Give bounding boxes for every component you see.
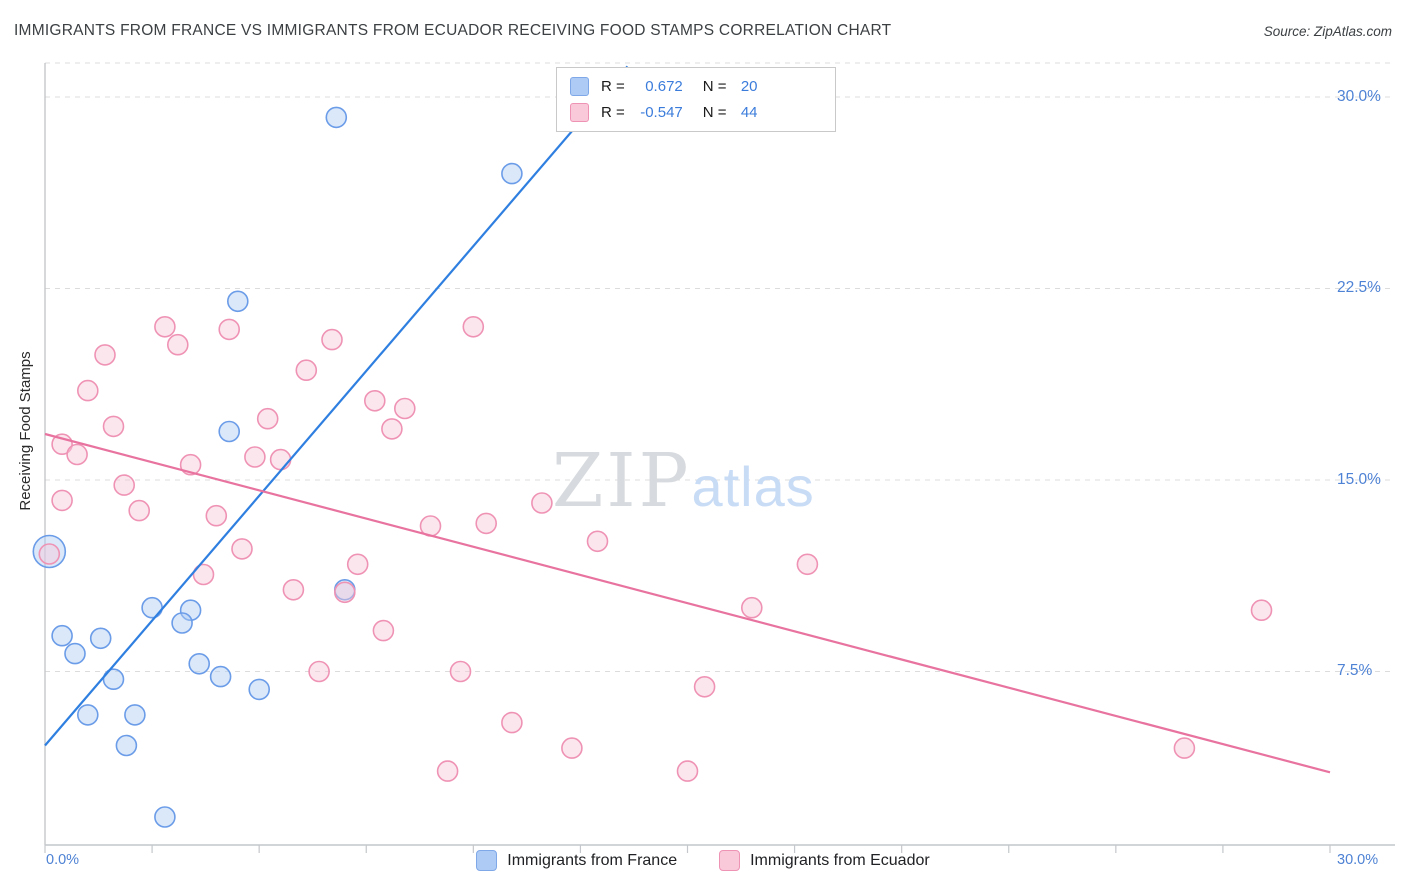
scatter-point-ecuador	[269, 448, 292, 471]
scatter-point-ecuador	[321, 328, 343, 351]
y-tick-label: 30.0%	[1337, 88, 1381, 105]
scatter-point-france	[218, 420, 240, 443]
n-value: 44	[740, 104, 758, 121]
legend-row-france: R = 0.672 N = 20	[570, 77, 822, 96]
scatter-point-ecuador	[66, 443, 88, 466]
scatter-point-ecuador	[295, 359, 318, 382]
scatter-point-ecuador	[501, 711, 523, 734]
scatter-point-ecuador	[192, 563, 215, 586]
scatter-point-ecuador	[475, 512, 498, 535]
scatter-point-ecuador	[372, 619, 395, 642]
scatter-point-france	[325, 106, 348, 129]
scatter-point-ecuador	[363, 389, 386, 412]
scatter-point-ecuador	[128, 499, 150, 522]
scatter-point-ecuador	[51, 489, 73, 512]
scatter-point-france	[209, 665, 232, 688]
scatter-point-ecuador	[179, 453, 202, 476]
scatter-point-france	[124, 704, 146, 726]
trend-line-ecuador	[44, 432, 1331, 774]
x-axis-min-label: 0.0%	[46, 852, 80, 868]
scatter-point-france	[248, 678, 271, 701]
scatter-point-ecuador	[586, 530, 609, 553]
france-swatch-icon	[570, 77, 589, 96]
scatter-point-ecuador	[346, 553, 369, 576]
scatter-point-ecuador	[676, 760, 699, 782]
r-value: 0.672	[645, 78, 683, 95]
scatter-point-ecuador	[796, 553, 819, 576]
legend-row-ecuador: R = -0.547 N = 44	[570, 103, 822, 122]
scatter-point-france	[89, 627, 112, 650]
r-value: -0.547	[640, 104, 683, 121]
scatter-point-ecuador	[113, 474, 135, 496]
scatter-point-france	[115, 734, 138, 757]
legend-item-label: Immigrants from Ecuador	[750, 851, 930, 869]
trend-line-france	[44, 65, 629, 747]
source-label: Source: ZipAtlas.com	[1263, 24, 1392, 39]
scatter-point-ecuador	[102, 415, 125, 438]
r-label: R =	[601, 104, 625, 121]
n-label: N =	[702, 78, 727, 95]
scatter-point-ecuador	[218, 318, 240, 341]
scatter-point-france	[64, 642, 86, 665]
ecuador-legend-swatch-icon	[719, 850, 741, 871]
france-legend-swatch-icon	[476, 850, 498, 871]
legend-item-france: Immigrants from France	[476, 850, 677, 871]
scatter-point-ecuador	[381, 418, 403, 440]
scatter-point-ecuador	[436, 760, 459, 782]
r-label: R =	[601, 78, 625, 95]
y-tick-label: 22.5%	[1337, 279, 1381, 296]
scatter-point-ecuador	[393, 397, 416, 420]
scatter-point-france	[171, 612, 193, 634]
series-legend: Immigrants from France Immigrants from E…	[0, 850, 1406, 871]
scatter-point-france	[179, 599, 202, 622]
n-label: N =	[702, 104, 727, 121]
scatter-point-france	[102, 668, 125, 691]
ecuador-swatch-icon	[570, 103, 589, 122]
y-tick-label: 7.5%	[1337, 662, 1373, 679]
scatter-point-ecuador	[231, 538, 253, 560]
scatter-point-ecuador	[333, 581, 356, 604]
n-value: 20	[740, 78, 758, 95]
scatter-point-france	[51, 624, 73, 647]
scatter-point-ecuador	[1173, 737, 1196, 759]
scatter-point-france	[227, 290, 249, 313]
scatter-point-ecuador	[154, 315, 176, 338]
scatter-point-ecuador	[77, 379, 99, 402]
scatter-point-ecuador	[38, 543, 61, 565]
scatter-point-france	[141, 596, 163, 619]
scatter-point-france	[188, 652, 210, 675]
scatter-point-ecuador	[740, 596, 763, 619]
scatter-point-ecuador	[94, 344, 116, 366]
scatter-point-ecuador	[462, 315, 485, 338]
scatter-point-ecuador	[256, 407, 279, 430]
scatter-point-ecuador	[244, 446, 266, 468]
scatter-point-ecuador	[693, 675, 716, 698]
legend-item-label: Immigrants from France	[507, 851, 678, 869]
scatter-point-ecuador	[449, 660, 472, 683]
x-axis-max-label: 30.0%	[1337, 852, 1379, 868]
scatter-point-ecuador	[308, 660, 330, 683]
scatter-point-france	[501, 162, 523, 185]
correlation-legend: R = 0.672 N = 20 R = -0.547 N = 44	[556, 67, 836, 132]
scatter-point-france	[154, 806, 176, 828]
legend-item-ecuador: Immigrants from Ecuador	[719, 850, 930, 871]
page-title: IMMIGRANTS FROM FRANCE VS IMMIGRANTS FRO…	[14, 22, 892, 39]
scatter-point-ecuador	[282, 578, 305, 601]
scatter-point-ecuador	[205, 504, 228, 527]
scatter-point-france	[77, 704, 99, 726]
scatter-point-ecuador	[531, 492, 553, 514]
y-tick-label: 15.0%	[1337, 471, 1381, 488]
scatter-point-ecuador	[1250, 599, 1273, 622]
scatter-point-ecuador	[561, 737, 583, 759]
scatter-point-ecuador	[167, 333, 189, 356]
